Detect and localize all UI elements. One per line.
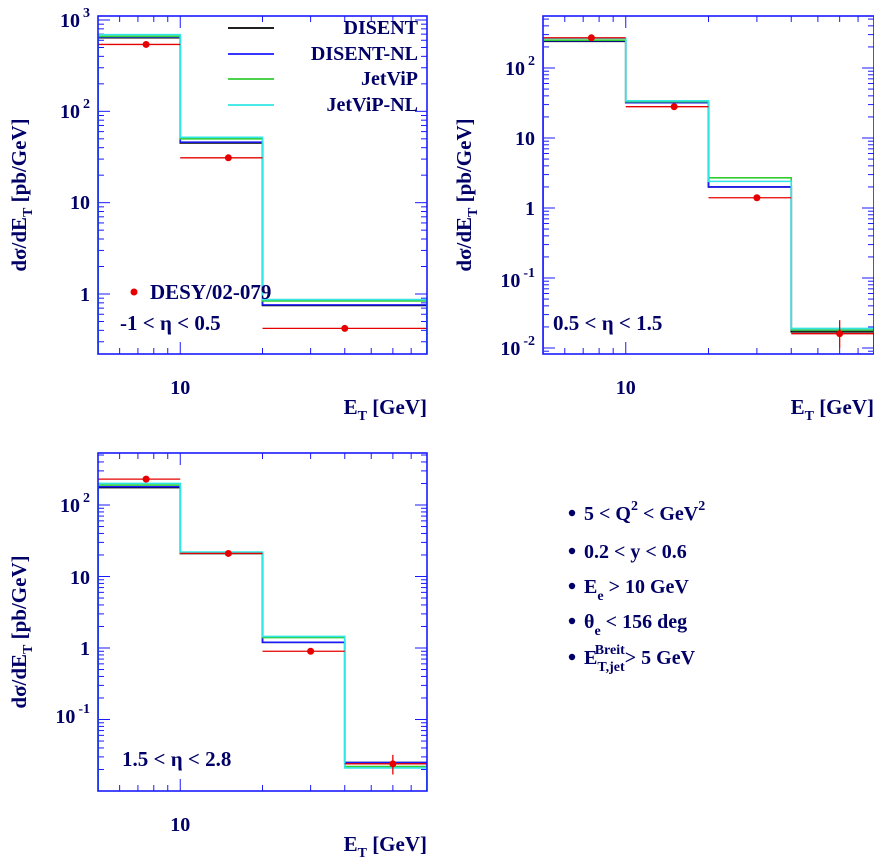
region-label: 0.5 < η < 1.5	[553, 311, 662, 335]
ticks	[97, 16, 428, 354]
series-group	[98, 482, 427, 791]
legend-entry: JetViP-NL	[327, 94, 418, 116]
region-label: -1 < η < 0.5	[120, 311, 221, 335]
data-point	[836, 330, 844, 338]
series-jetvip-nl	[543, 37, 874, 354]
y-tick-label: 10 -1	[55, 702, 90, 728]
y-tick-label-text: 10 2	[60, 97, 90, 123]
cut-bullet	[568, 617, 576, 625]
plot-frame	[97, 452, 428, 792]
y-tick-label: 10 2	[60, 97, 90, 123]
cut-bullet	[568, 509, 576, 517]
y-tick-label: 10 2	[505, 54, 535, 80]
x-tick-label: 10	[170, 377, 190, 399]
series-jetvip	[543, 39, 874, 354]
cut-bullet	[568, 653, 576, 661]
y-tick-label-text: 10 2	[60, 491, 90, 517]
cut-item: ET,jetBreit> 5 GeV	[584, 643, 696, 675]
y-tick-label-text: 10 -2	[500, 334, 535, 360]
measurement-points	[98, 475, 427, 775]
y-tick-label: 1	[80, 638, 90, 660]
y-tick-label-text: 10 3	[60, 6, 90, 32]
y-tick-label: 10 -2	[500, 334, 535, 360]
y-tick-label-text: 1	[80, 638, 90, 660]
y-tick-label: 10	[515, 128, 535, 150]
series-jetvip-nl	[98, 33, 427, 354]
series-jetvip	[98, 35, 427, 354]
series-disent-nl	[98, 485, 427, 791]
y-tick-labels: 10 -2 10 -1 1 10 10 2	[500, 54, 535, 360]
data-point	[142, 40, 150, 48]
x-tick-labels: 10	[170, 377, 190, 399]
legend-data-marker	[130, 288, 138, 296]
x-tick-label: 10	[616, 377, 636, 399]
y-tick-label-text: 10 -1	[500, 266, 535, 292]
x-axis-label: ET [GeV]	[344, 832, 427, 857]
measurement-points	[98, 40, 427, 332]
plot-frame	[97, 15, 428, 355]
y-axis-label: dσ/dET [pb/GeV]	[7, 118, 36, 271]
y-tick-label: 1	[525, 198, 535, 220]
panel-eta_high: 10 -1 1 10 10 2 10 ET [GeV] dσ/dET [pb/GeV] 1.5 <…	[7, 452, 428, 857]
cut-item: 5 < Q2 < GeV2	[584, 499, 705, 525]
series-jetvip-nl	[98, 482, 427, 791]
x-axis-label: ET [GeV]	[344, 395, 427, 424]
y-tick-label-text: 10	[515, 128, 535, 150]
y-tick-label: 10	[70, 192, 90, 214]
y-tick-label-text: 10	[70, 192, 90, 214]
legend-entry: JetViP	[361, 68, 418, 90]
region-label: 1.5 < η < 2.8	[122, 747, 231, 771]
x-tick-label: 10	[170, 814, 190, 836]
y-tick-label-text: 10 2	[505, 54, 535, 80]
plot-frame	[542, 15, 874, 355]
data-point	[341, 324, 349, 332]
measurement-points	[543, 34, 874, 348]
y-tick-label-text: 10	[70, 567, 90, 589]
cut-item: 0.2 < y < 0.6	[584, 541, 687, 563]
cuts-list: 5 < Q2 < GeV2 0.2 < y < 0.6 Ee > 10 GeV θe …	[568, 499, 705, 675]
legend-entry: DISENT-NL	[311, 43, 418, 65]
cut-bullet	[568, 547, 576, 555]
cut-item: Ee > 10 GeV	[584, 576, 689, 604]
y-tick-label-text: 10 -1	[55, 702, 90, 728]
data-point	[670, 103, 678, 111]
series-group	[98, 33, 427, 354]
x-tick-labels: 10	[616, 377, 636, 399]
data-point	[142, 475, 150, 483]
y-tick-label-text: 1	[80, 284, 90, 306]
legend-data-label: DESY/02-079	[150, 280, 271, 304]
y-axis-label: dσ/dET [pb/GeV]	[452, 118, 481, 271]
y-tick-label: 10 3	[60, 6, 90, 32]
cut-item: θe < 156 deg	[584, 611, 687, 639]
y-axis-label: dσ/dET [pb/GeV]	[7, 555, 36, 708]
y-tick-label: 1	[80, 284, 90, 306]
data-point	[753, 194, 761, 202]
panel-eta_mid: 10 -2 10 -1 1 10 10 2 10 ET [GeV] dσ/dET [pb/GeV] 0…	[452, 15, 874, 424]
y-tick-label-text: 1	[525, 198, 535, 220]
series-group	[543, 37, 874, 354]
y-tick-label: 10 2	[60, 491, 90, 517]
data-point	[224, 549, 232, 557]
data-point	[224, 154, 232, 162]
legend-entry: DISENT	[344, 17, 419, 39]
data-point	[307, 647, 315, 655]
data-point	[389, 760, 397, 768]
data-point	[587, 34, 595, 42]
y-tick-labels: 10 -1 1 10 10 2	[55, 491, 90, 728]
x-tick-labels: 10	[170, 814, 190, 836]
series-jetvip	[98, 484, 427, 791]
y-tick-label: 10 -1	[500, 266, 535, 292]
y-tick-label: 10	[70, 567, 90, 589]
cut-bullet	[568, 582, 576, 590]
x-axis-label: ET [GeV]	[791, 395, 874, 424]
panel-eta_low: 1 10 10 2 10 3 10 ET [GeV] dσ/dET [pb/GeV] -1 < η…	[7, 6, 428, 424]
ticks	[542, 16, 874, 354]
legend: DISENT DISENT-NL JetViP JetViP-NL DESY/02-07…	[130, 17, 419, 304]
